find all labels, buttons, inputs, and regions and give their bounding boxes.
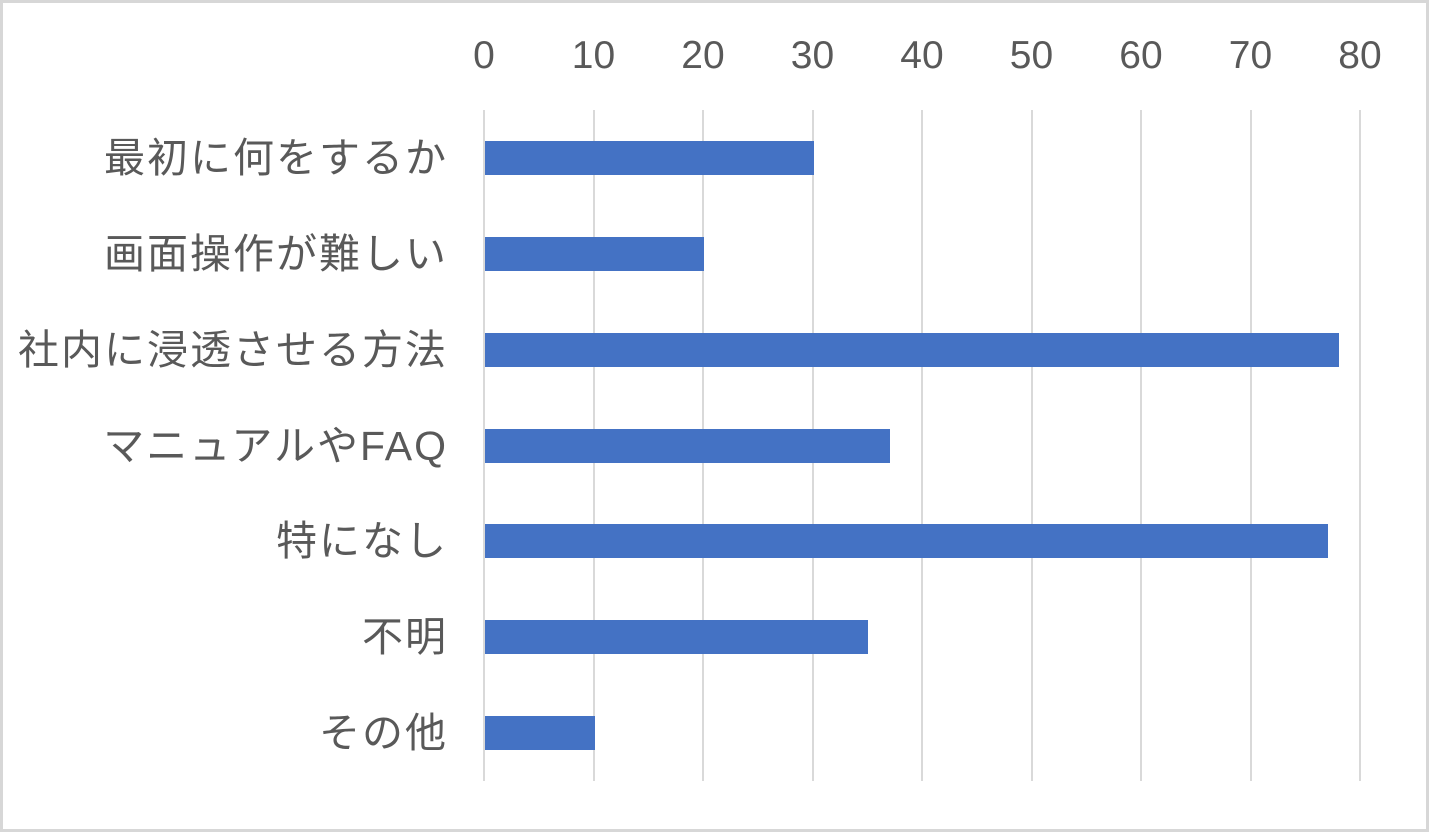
category-label: 画面操作が難しい	[104, 230, 448, 277]
category-label: 特になし	[276, 518, 448, 565]
bar-4	[485, 524, 1329, 559]
x-tick-label: 0	[473, 34, 495, 77]
gridline	[921, 110, 923, 781]
plot-area	[483, 110, 1361, 781]
bar-3	[485, 428, 891, 463]
gridline	[1249, 110, 1252, 781]
category-label: 社内に浸透させる方法	[18, 326, 448, 373]
category-label: マニュアルやFAQ	[103, 422, 448, 469]
x-tick-label: 60	[1119, 34, 1163, 77]
x-tick-label: 70	[1228, 34, 1273, 77]
category-label: 不明	[362, 614, 448, 661]
x-tick-label: 20	[681, 34, 725, 77]
category-label: 最初に何をするか	[104, 134, 448, 181]
bar-2	[485, 332, 1340, 367]
gridline	[483, 110, 485, 781]
category-label: その他	[319, 710, 448, 757]
x-tick-label: 30	[790, 34, 835, 77]
x-tick-label: 40	[900, 34, 944, 77]
gridline	[1140, 110, 1142, 781]
x-axis: 0 10 20 30 40 50 60 70 80	[3, 3, 1426, 110]
x-tick-label: 10	[571, 34, 616, 77]
bar-1	[485, 236, 704, 271]
x-tick-label: 50	[1009, 34, 1054, 77]
bar-5	[485, 620, 869, 655]
gridline	[1030, 110, 1033, 781]
bar-6	[485, 716, 595, 751]
x-tick-label: 80	[1338, 34, 1382, 77]
bar-0	[485, 140, 814, 175]
gridline	[1359, 110, 1361, 781]
